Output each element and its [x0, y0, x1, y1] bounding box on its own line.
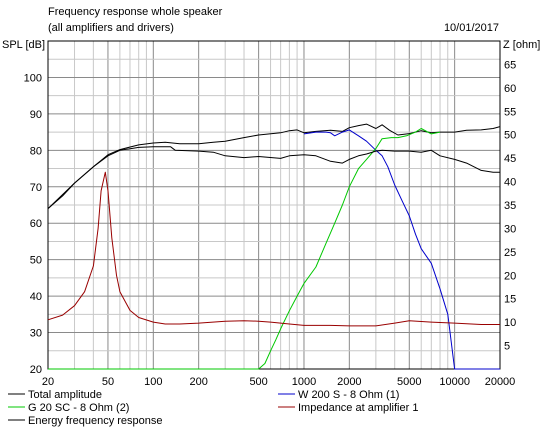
- y-tick-label: 80: [30, 145, 42, 157]
- y2-tick-label: 25: [504, 247, 516, 259]
- series-layer: [47, 123, 501, 370]
- x-tick-label: 20: [42, 376, 54, 388]
- chart-subtitle: (all amplifiers and drivers): [48, 22, 174, 34]
- series-line-1: [47, 123, 501, 209]
- legend-label: G 20 SC - 8 Ohm (2): [28, 402, 129, 414]
- legend-label: Energy frequency response: [28, 415, 163, 427]
- x-tick-label: 50: [102, 376, 114, 388]
- y-tick-label: 90: [30, 109, 42, 121]
- y-tick-label: 40: [30, 291, 42, 303]
- y-tick-label: 50: [30, 255, 42, 267]
- y2-tick-label: 15: [504, 294, 516, 306]
- y-tick-label: 20: [30, 364, 42, 376]
- series-line-3: [48, 128, 441, 370]
- legend: Total amplitude W 200 S - 8 Ohm (1) G 20 S…: [8, 389, 418, 427]
- y2-axis-label: Z [ohm]: [503, 39, 540, 51]
- x-tick-label: 2000: [337, 376, 361, 388]
- x-tick-label: 100: [144, 376, 162, 388]
- legend-item: W 200 S - 8 Ohm (1): [278, 389, 399, 401]
- series-line-4: [47, 171, 500, 327]
- legend-item: G 20 SC - 8 Ohm (2): [8, 402, 129, 414]
- series-line-2: [303, 129, 500, 370]
- y2-tick-label: 40: [504, 177, 516, 189]
- legend-item: Total amplitude: [8, 389, 102, 401]
- plot-area: [47, 40, 501, 370]
- legend-item: Energy frequency response: [8, 415, 163, 427]
- legend-item: Impedance at amplifier 1: [278, 402, 418, 414]
- y2-tick-label: 5: [504, 341, 510, 353]
- x-tick-label: 200: [189, 376, 207, 388]
- x-tick-label: 20000: [485, 376, 516, 388]
- y2-tick-label: 10: [504, 317, 516, 329]
- x-tick-label: 5000: [397, 376, 421, 388]
- legend-label: Total amplitude: [28, 389, 102, 401]
- y2-tick-label: 55: [504, 106, 516, 118]
- y2-tick-label: 45: [504, 153, 516, 165]
- y2-tick-label: 65: [504, 59, 516, 71]
- y-tick-label: 70: [30, 182, 42, 194]
- y2-tick-label: 50: [504, 130, 516, 142]
- y2-tick-label: 35: [504, 200, 516, 212]
- legend-label: W 200 S - 8 Ohm (1): [298, 389, 399, 401]
- y-tick-label: 60: [30, 218, 42, 230]
- y2-tick-label: 30: [504, 223, 516, 235]
- y-axis-label: SPL [dB]: [2, 39, 45, 51]
- x-tick-label: 1000: [292, 376, 316, 388]
- series-line-5: [47, 146, 500, 209]
- x-tick-label: 10000: [439, 376, 470, 388]
- y2-tick-label: 20: [504, 270, 516, 282]
- legend-label: Impedance at amplifier 1: [298, 402, 418, 414]
- x-tick-label: 500: [249, 376, 267, 388]
- chart-grid: [48, 41, 500, 369]
- chart-date: 10/01/2017: [444, 22, 499, 34]
- chart-title: Frequency response whole speaker: [48, 6, 223, 18]
- y-tick-label: 100: [24, 72, 42, 84]
- y-tick-label: 30: [30, 328, 42, 340]
- axis-tick-labels: 20 50 100 200 500 1000 2000 5000 10000 20000 100 90…: [24, 59, 517, 388]
- y2-tick-label: 60: [504, 83, 516, 95]
